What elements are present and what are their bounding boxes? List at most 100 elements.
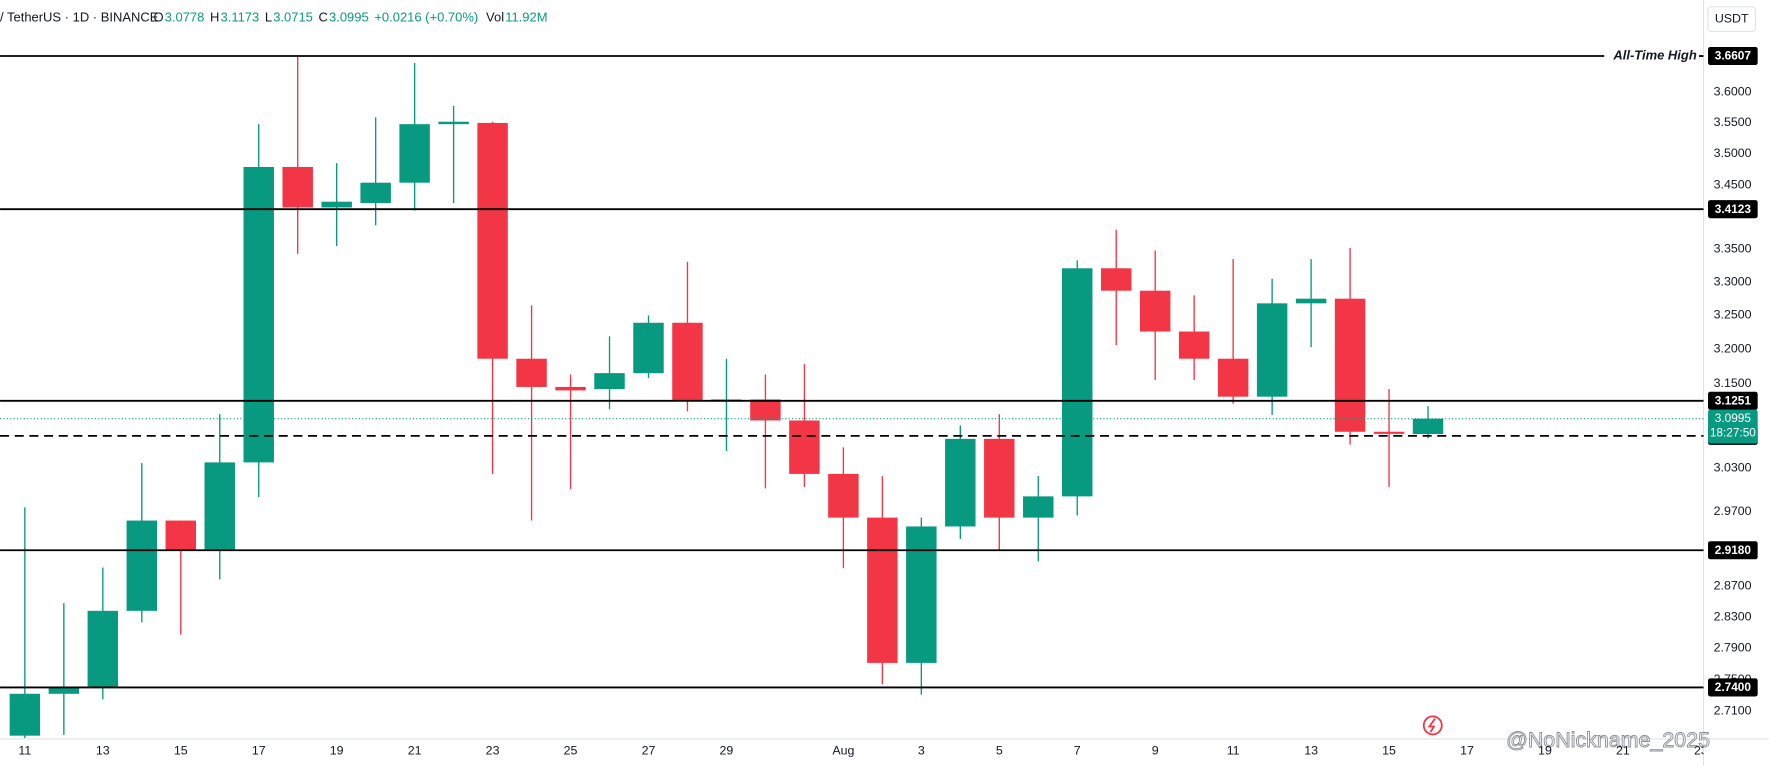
ohlc-value: 3.0995 <box>329 9 369 24</box>
level-label: 3.6607 <box>1715 49 1752 63</box>
candle-body <box>438 121 469 125</box>
volume: 11.92M <box>505 9 547 24</box>
level-label: 3.4123 <box>1715 202 1752 216</box>
x-tick-label: 19 <box>1538 744 1552 758</box>
candle-body <box>672 322 703 401</box>
candle-body <box>1217 358 1249 397</box>
x-tick-label: 25 <box>564 744 578 758</box>
watermark: @NoNickname_2025 <box>1506 728 1710 752</box>
candle-body <box>1100 268 1132 291</box>
candle-body <box>48 686 80 694</box>
icon-bolt[interactable] <box>1427 718 1436 733</box>
x-tick-label: 21 <box>1616 744 1630 758</box>
candle-body <box>360 182 391 203</box>
x-tick-label: 15 <box>1382 744 1396 758</box>
candle-body <box>321 201 352 208</box>
candle-body <box>867 517 898 663</box>
y-tick-label: 2.8700 <box>1714 579 1752 593</box>
x-tick-label: 21 <box>408 744 422 758</box>
candle-body <box>282 166 313 208</box>
candle-body <box>1062 268 1093 497</box>
candle-body <box>906 526 937 663</box>
ohlc-value: 3.1173 <box>221 9 260 24</box>
header-values: O 3.0778 H 3.1173 L 3.0715 C 3.0995 +0.0216 (+0.… <box>153 9 547 24</box>
candle-body <box>750 399 781 421</box>
candle-body <box>1295 298 1327 304</box>
candle-body <box>594 373 625 390</box>
candle-body <box>984 438 1015 518</box>
candle-body <box>1412 418 1444 435</box>
x-tick-label: 3 <box>918 744 925 758</box>
y-tick-label: 2.9700 <box>1714 504 1752 518</box>
y-tick-label: 3.3000 <box>1714 274 1752 288</box>
ohlc-label: C <box>319 9 328 24</box>
level-annotation: All-Time High <box>1612 47 1696 62</box>
x-tick-label: 23 <box>486 744 500 758</box>
candle-body <box>555 386 586 391</box>
axes: 3.6000 3.5500 3.5000 3.4500 3.3500 3.3000 3.25… <box>1708 46 1758 718</box>
ohlc-value: 3.0778 <box>165 9 205 24</box>
candle-body <box>399 124 430 183</box>
candle-body <box>789 420 820 474</box>
x-tick-label: 29 <box>720 744 734 758</box>
x-tick-label: 9 <box>1152 744 1159 758</box>
replay-icon[interactable] <box>1422 715 1443 736</box>
y-tick-label: 2.7100 <box>1714 704 1752 718</box>
x-tick-label: 17 <box>252 744 266 758</box>
y-tick-label: 2.8300 <box>1714 609 1752 623</box>
candle-body <box>243 166 274 463</box>
candle-body <box>165 520 197 550</box>
candle-body <box>9 693 41 736</box>
candle-body <box>87 610 119 687</box>
level-label: 2.9180 <box>1715 543 1752 557</box>
x-tick-label: 13 <box>1304 744 1318 758</box>
candle-body <box>1334 298 1366 432</box>
level-label: 3.1251 <box>1715 393 1752 407</box>
candle-body <box>516 358 547 387</box>
currency[interactable]: USDT <box>1715 11 1749 25</box>
x-tick-label: 17 <box>1460 744 1474 758</box>
candle-body <box>204 462 235 550</box>
x-tick-label: Aug <box>832 744 854 758</box>
symbol: / TetherUS · 1D · BINANCE <box>0 9 159 24</box>
ohlc-label: O <box>153 9 163 24</box>
y-tick-label: 3.6000 <box>1714 85 1752 99</box>
ohlc-label: L <box>265 9 272 24</box>
last-price-box <box>1708 409 1758 444</box>
y-tick-label: 3.1500 <box>1714 376 1752 390</box>
ohlc-value: 3.0715 <box>273 9 313 24</box>
level-label-box <box>1708 200 1758 219</box>
y-tick-label: 3.2000 <box>1714 341 1752 355</box>
level-label-box <box>1708 391 1758 410</box>
countdown: 18:27:50 <box>1710 426 1756 440</box>
x-tick-label: 11 <box>18 744 31 758</box>
y-tick-label: 3.5500 <box>1714 115 1752 129</box>
y-tick-label: 3.2500 <box>1714 308 1752 322</box>
ohlc-label: H <box>210 9 219 24</box>
y-tick-label: 3.4500 <box>1714 177 1752 191</box>
x-tick-label: 23 <box>1694 744 1708 758</box>
candle-body <box>1178 331 1210 359</box>
x-axis-labels: 11 13 15 17 19 21 23 25 27 29 Aug 3 5 7 9 11 13 15 17 19 21 2… <box>18 744 1708 758</box>
icon-circle[interactable] <box>1422 715 1443 736</box>
y-tick-label: 3.0300 <box>1714 460 1752 474</box>
candle-body <box>945 438 976 527</box>
candle-body <box>1256 303 1288 397</box>
plot-area <box>0 55 1704 739</box>
x-tick-label: 15 <box>174 744 188 758</box>
x-tick-label: 27 <box>642 744 656 758</box>
y-tick-label: 3.3500 <box>1714 242 1752 256</box>
candle-body <box>1373 431 1405 434</box>
change: +0.0216 (+0.70%) <box>374 9 478 24</box>
x-tick-label: 11 <box>1227 744 1240 758</box>
x-tick-label: 5 <box>996 744 1003 758</box>
level-label-box <box>1708 46 1758 66</box>
y-tick-label: 3.5000 <box>1714 146 1752 160</box>
x-tick-label: 19 <box>330 744 344 758</box>
candle-body <box>477 122 508 359</box>
x-tick-label: 7 <box>1074 744 1081 758</box>
currency-box[interactable] <box>1707 6 1756 33</box>
candle-body <box>828 473 859 518</box>
